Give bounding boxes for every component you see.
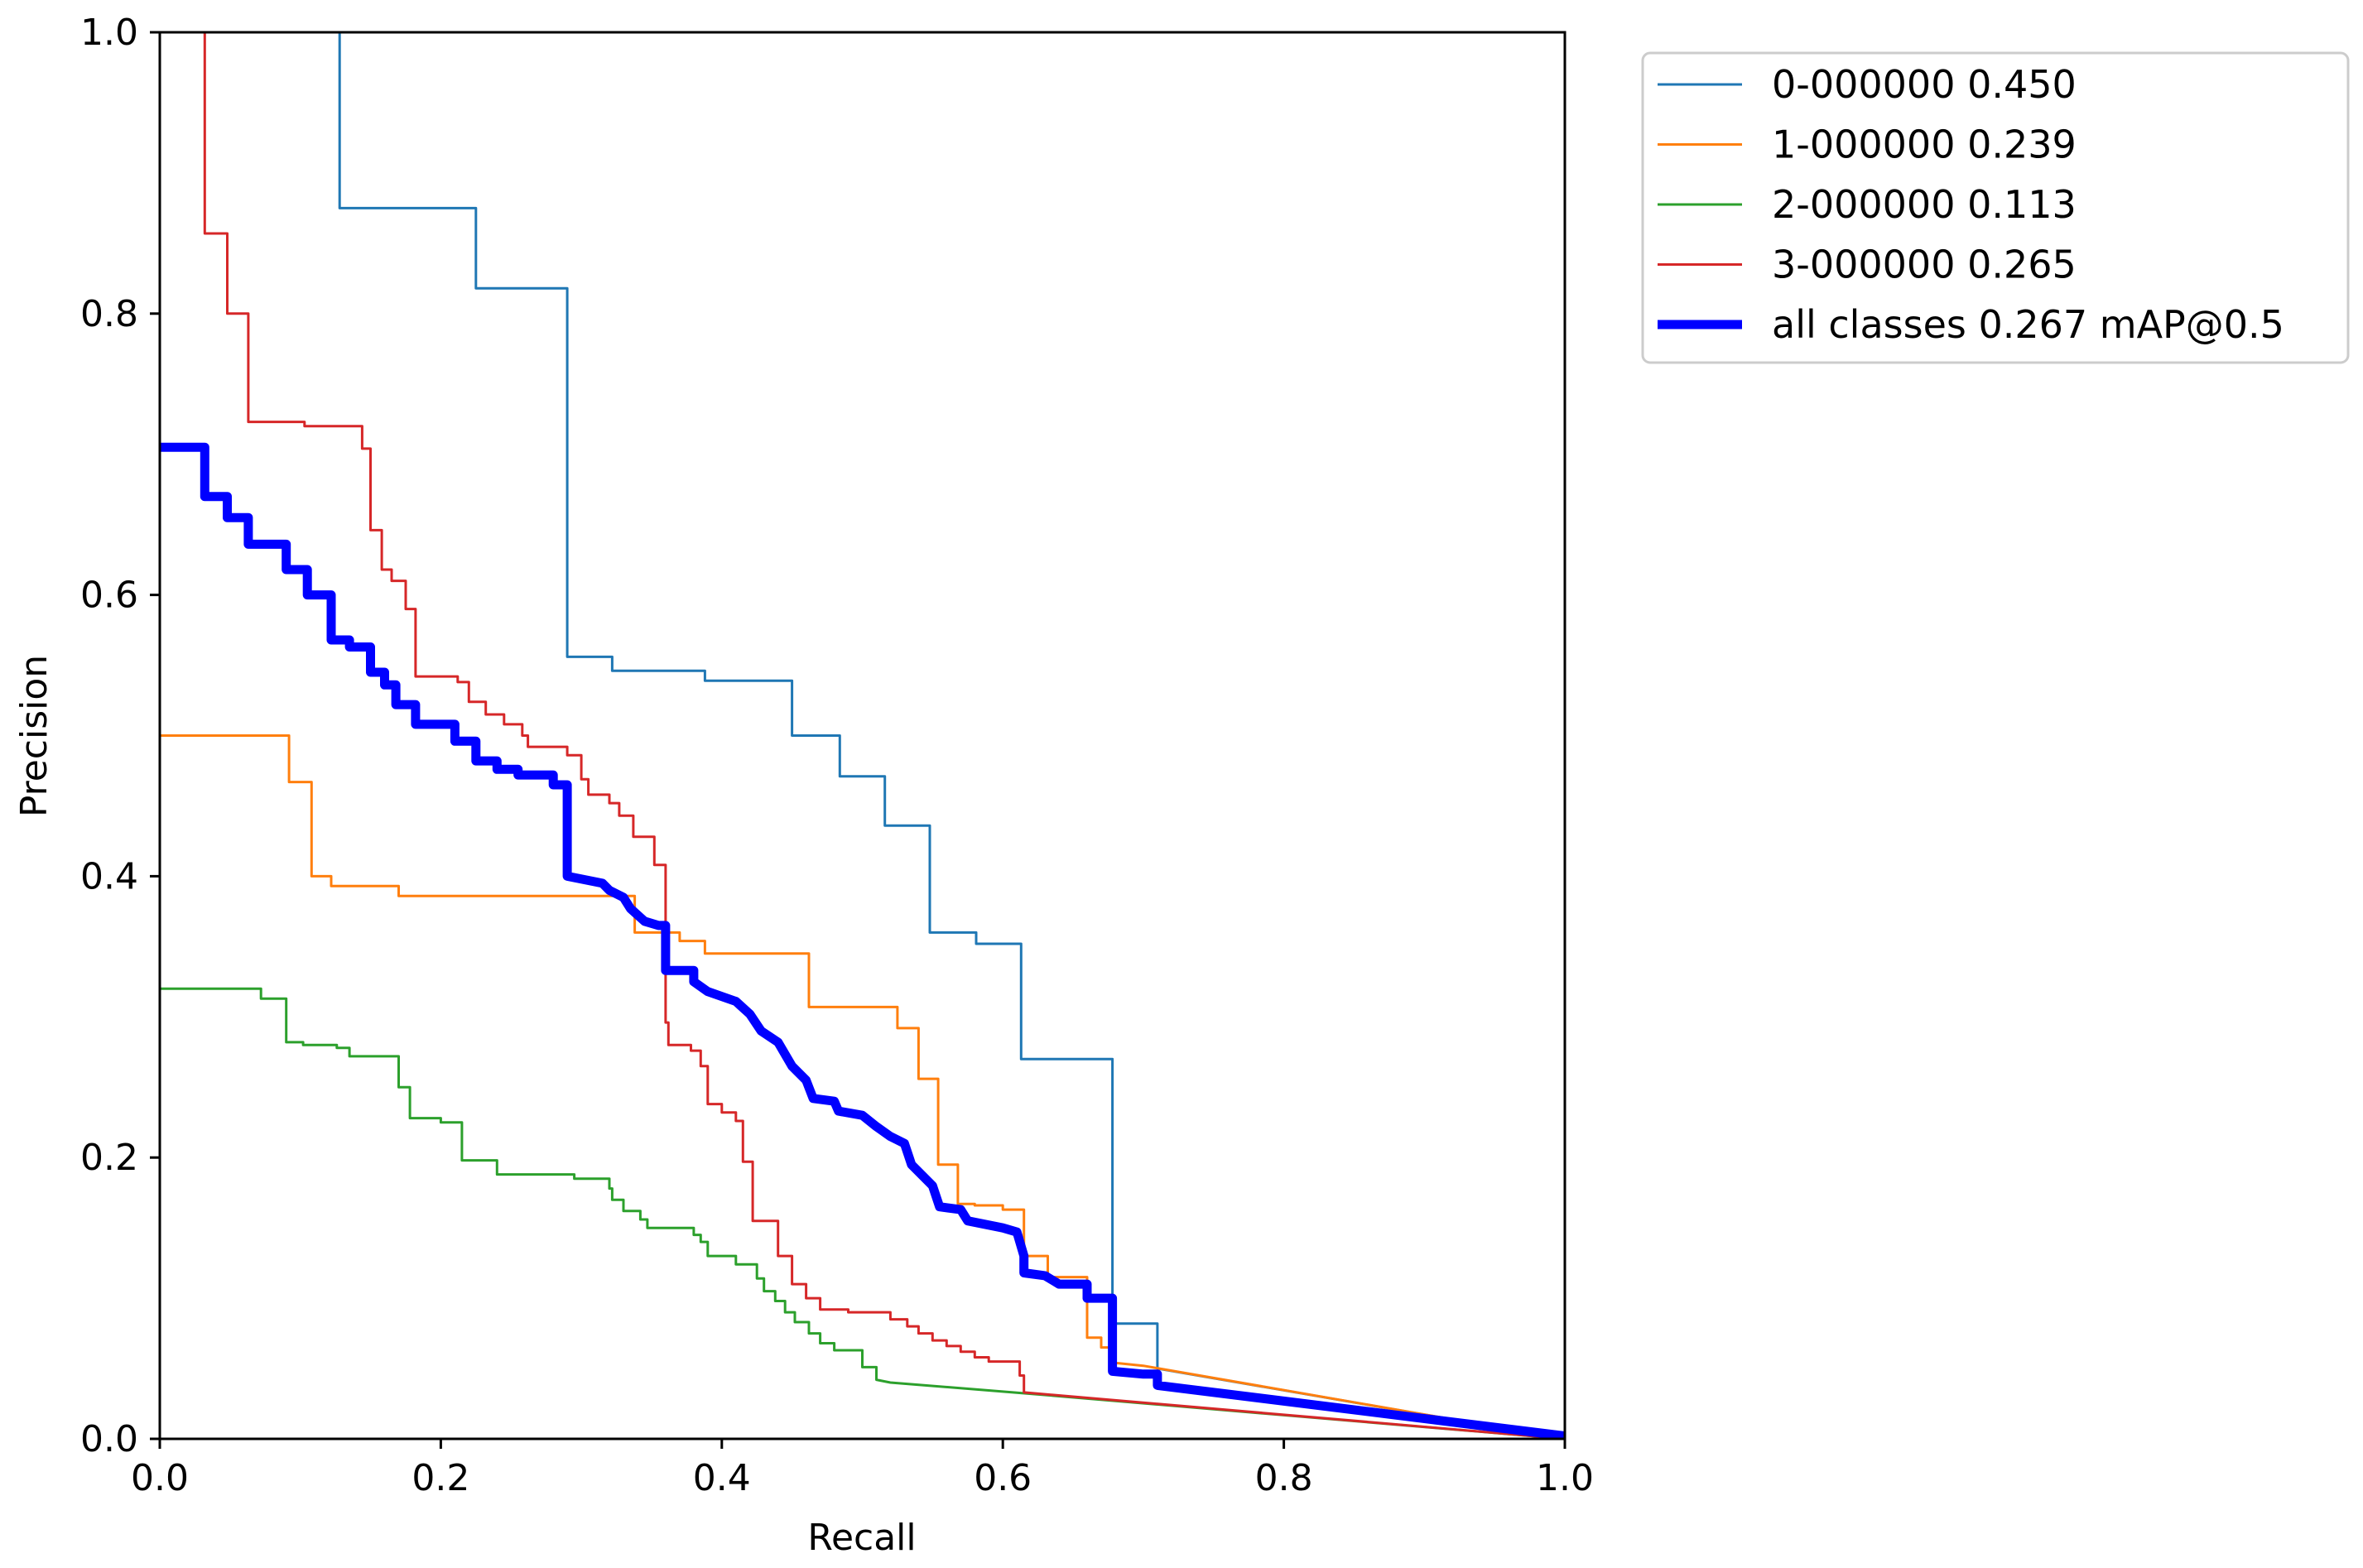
plot-frame <box>158 31 1567 1441</box>
series-line-3 <box>203 32 1565 1439</box>
y-tick-label: 0.2 <box>80 1137 138 1179</box>
series-line-0 <box>338 32 1565 1439</box>
x-tick-label: 0.6 <box>974 1457 1032 1499</box>
legend-frame <box>1641 51 2350 364</box>
y-tick-label: 0.4 <box>80 855 138 897</box>
x-axis: 0.0 0.2 0.4 0.6 0.8 1.0 <box>131 1439 1594 1499</box>
series-line-1 <box>160 734 1565 1439</box>
legend-items: 0-000000 0.450 1-000000 0.239 2-000000 0.1… <box>1658 62 2284 347</box>
series-line-2 <box>160 987 1565 1439</box>
y-tick-label: 0.6 <box>80 575 138 617</box>
y-tick-label: 0.8 <box>80 293 138 335</box>
legend-label-2: 2-000000 0.113 <box>1772 182 2077 227</box>
x-tick-label: 0.8 <box>1255 1457 1313 1499</box>
x-tick-label: 1.0 <box>1536 1457 1594 1499</box>
legend-label-1: 1-000000 0.239 <box>1772 123 2077 167</box>
x-tick-label: 0.4 <box>693 1457 751 1499</box>
y-tick-label: 1.0 <box>80 12 138 54</box>
x-axis-label: Recall <box>807 1517 916 1559</box>
y-axis-label: Precision <box>13 655 55 817</box>
legend-label-0: 0-000000 0.450 <box>1772 62 2077 107</box>
y-axis: 0.0 0.2 0.4 0.6 0.8 1.0 <box>80 12 160 1460</box>
series-layer <box>160 32 1565 1439</box>
y-tick-label: 0.0 <box>80 1418 138 1460</box>
x-tick-label: 0.2 <box>411 1457 469 1499</box>
legend: 0-000000 0.450 1-000000 0.239 2-000000 0.1… <box>1641 51 2350 364</box>
legend-label-3: 3-000000 0.265 <box>1772 243 2077 287</box>
legend-label-4: all classes 0.267 mAP@0.5 <box>1772 302 2284 347</box>
series-line-4 <box>160 442 1565 1439</box>
x-tick-label: 0.0 <box>131 1457 189 1499</box>
